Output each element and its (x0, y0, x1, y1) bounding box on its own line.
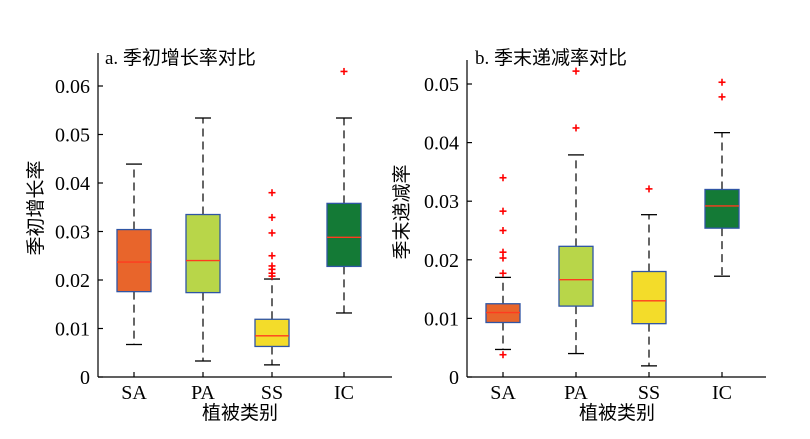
outlier-marker (268, 189, 276, 197)
panel-a-x-ticks: SA PA SS IC (121, 372, 354, 404)
panel-b-x-axis-title: 植被类别 (579, 402, 655, 424)
y-tick-label: 0.02 (424, 250, 459, 272)
outlier-marker (268, 262, 276, 270)
box-sa (485, 174, 521, 359)
box-pa (558, 67, 594, 355)
y-tick-label: 0.01 (55, 319, 90, 341)
panel-b-y-ticks: 0 0.01 0.02 0.03 0.04 0.05 (424, 74, 472, 389)
panel-b-x-ticks: SA PA SS IC (490, 372, 732, 404)
outlier-marker (718, 93, 726, 101)
outlier-marker (268, 229, 276, 237)
panel-b-decline-rate: b. 季末递减率对比 季末递减率 植被类别 00.010.020.030.040… (391, 47, 766, 424)
iqr-box (631, 270, 667, 325)
panel-a-y-ticks: 0 0.01 0.02 0.03 0.04 0.05 0.06 (55, 76, 103, 389)
y-tick-label: 0 (80, 367, 90, 389)
outlier-marker (340, 67, 348, 75)
outlier-marker (499, 227, 507, 234)
y-tick-label: 0.04 (55, 173, 90, 195)
outlier-marker (499, 254, 507, 262)
y-tick-label: 0.05 (55, 125, 90, 147)
iqr-box (116, 228, 152, 293)
panel-b-boxes (485, 67, 740, 367)
iqr-box (704, 188, 740, 229)
box-sa (116, 163, 152, 346)
y-tick-label: 0.05 (424, 74, 459, 96)
panel-b-title: b. 季末递减率对比 (475, 47, 627, 69)
panel-a-boxes (116, 67, 362, 366)
outlier-marker (499, 351, 507, 359)
outlier-marker (499, 248, 507, 256)
panel-a-growth-rate: a. 季初增长率对比 季初增长率 植被类别 00.010.020.030.040… (25, 47, 392, 424)
panel-a-y-axis-title: 季初增长率 (25, 160, 47, 255)
y-tick-label: 0.04 (424, 133, 459, 155)
y-tick-label: 0.03 (424, 191, 459, 213)
outlier-marker (499, 174, 507, 182)
outlier-marker (572, 67, 580, 75)
x-tick-label-ic: IC (712, 382, 732, 404)
outlier-marker (499, 207, 507, 215)
y-tick-label: 0.06 (55, 76, 90, 98)
outlier-marker (268, 252, 276, 260)
iqr-box (185, 213, 221, 294)
x-tick-label-ss: SS (638, 382, 660, 404)
box-pa (185, 117, 221, 362)
outlier-marker (718, 78, 726, 86)
x-tick-label-sa: SA (121, 382, 147, 404)
panel-a-x-axis-title: 植被类别 (202, 402, 278, 424)
outlier-marker (645, 185, 653, 193)
box-ss (631, 185, 667, 367)
outlier-marker (268, 213, 276, 221)
iqr-box (254, 318, 290, 348)
y-tick-label: 0.02 (55, 270, 90, 292)
y-tick-label: 0.01 (424, 308, 459, 330)
x-tick-label-ss: SS (261, 382, 283, 404)
box-ic (704, 78, 740, 277)
x-tick-label-pa: PA (191, 382, 215, 404)
box-ic (326, 67, 362, 314)
y-tick-label: 0.03 (55, 222, 90, 244)
iqr-box (326, 202, 362, 268)
outlier-marker (572, 124, 580, 132)
outlier-marker (499, 269, 507, 277)
panel-a-title: a. 季初增长率对比 (105, 47, 256, 69)
y-tick-label: 0 (449, 367, 459, 389)
iqr-box (558, 245, 594, 307)
x-tick-label-pa: PA (564, 382, 588, 404)
panel-b-y-axis-title: 季末递减率 (391, 164, 413, 259)
box-ss (254, 189, 290, 366)
x-tick-label-ic: IC (334, 382, 354, 404)
x-tick-label-sa: SA (490, 382, 516, 404)
